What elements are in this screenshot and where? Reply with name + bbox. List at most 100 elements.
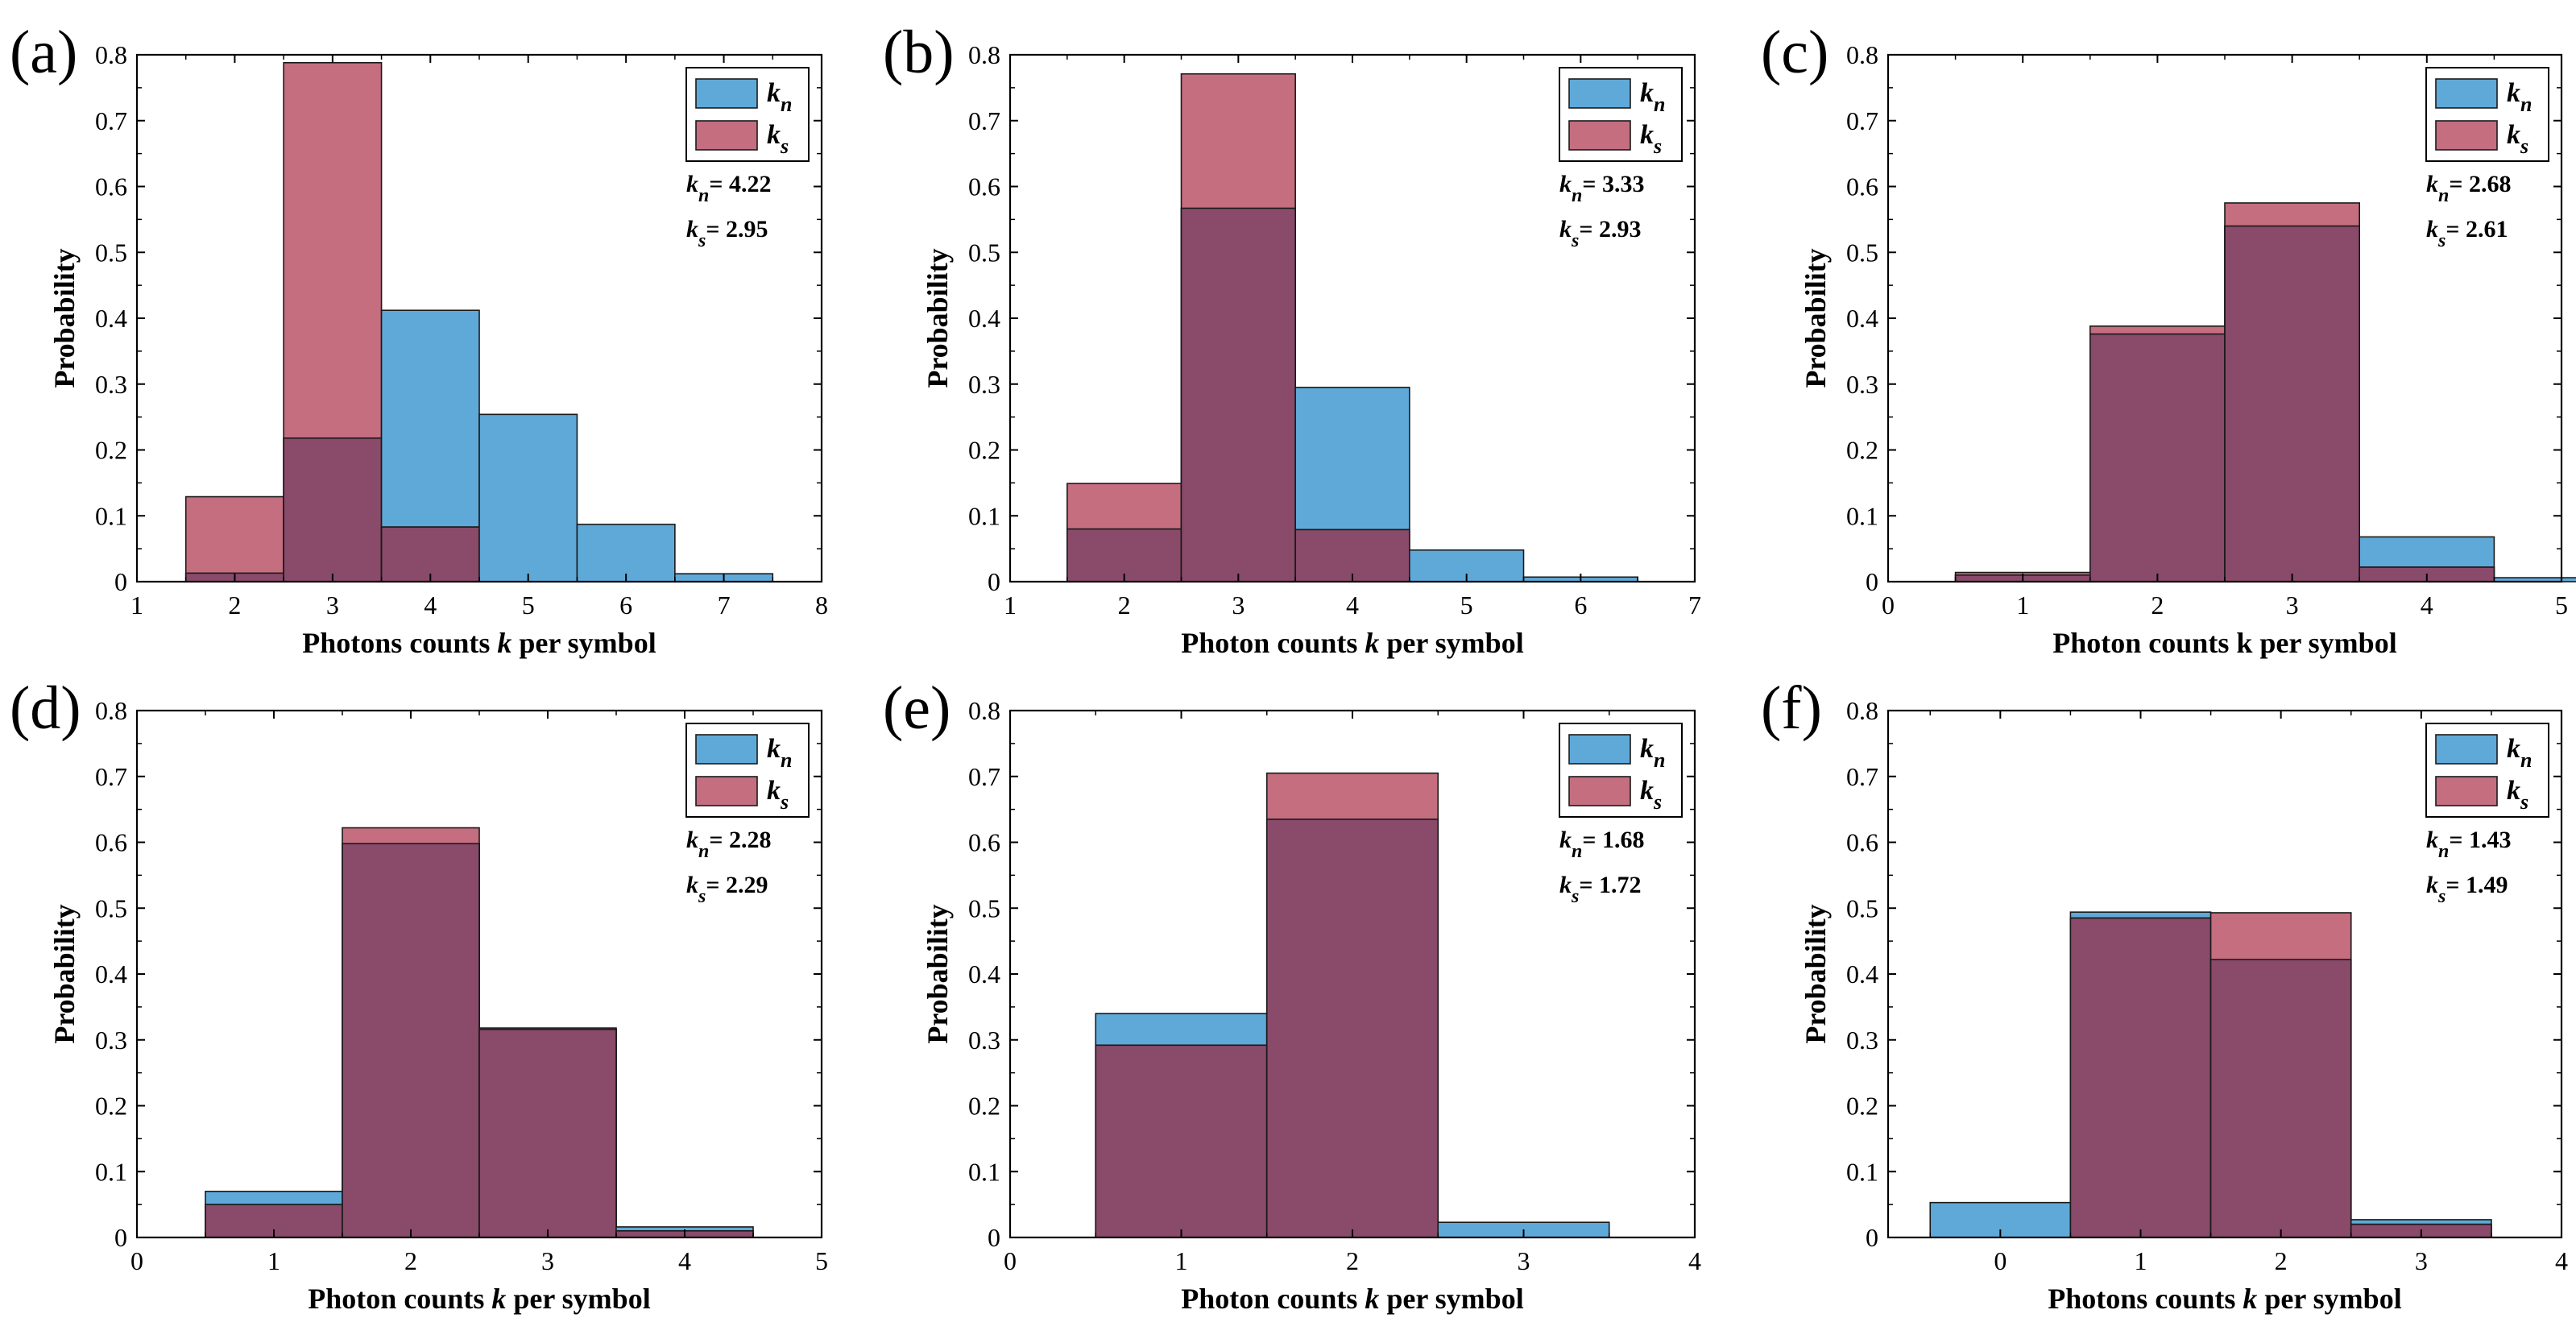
y-tick-label: 0.6 [1846,828,1878,857]
x-tick-label: 5 [1460,591,1473,620]
y-tick-label: 0.3 [1846,1026,1878,1055]
x-tick-label: 7 [1688,591,1701,620]
x-axis-label-part: per symbol [1379,1283,1523,1315]
stat-value: = 2.95 [706,216,768,242]
y-tick-label: 0.4 [95,960,127,989]
x-axis-label-part: per symbol [511,627,656,659]
stat-ks: ks= 2.29 [686,872,768,907]
legend-label-kn: kn [1640,78,1665,116]
stat-subscript: s [2437,230,2446,251]
y-tick-label: 0.6 [968,172,1000,201]
stat-value: = 1.68 [1582,827,1644,853]
stat-subscript: n [1572,841,1582,862]
y-axis-label: Probability [1799,904,1832,1043]
legend-swatch-kn [695,734,758,765]
y-tick-label: 0.5 [95,238,127,267]
stat-symbol: k [686,171,698,197]
legend-label-ks: ks [2507,120,2528,158]
y-tick-label: 0.6 [95,828,127,857]
legend-subscript: s [1653,790,1662,814]
y-tick-label: 0.5 [1846,238,1878,267]
x-axis-label: Photons counts k per symbol [2048,1283,2401,1315]
y-tick-label: 0.1 [968,1157,1000,1186]
bar-overlap [342,843,480,1238]
stat-value: = 2.68 [2449,171,2511,197]
y-tick-label: 0.6 [95,172,127,201]
stat-subscript: s [698,230,706,251]
legend-swatch-ks [2435,120,2498,151]
y-tick-label: 0.7 [95,762,127,791]
legend-symbol: k [767,776,781,806]
stat-kn: kn= 1.43 [2426,827,2511,862]
stat-subscript: n [698,185,709,206]
x-axis-label: Photon counts k per symbol [1181,1283,1523,1315]
stat-kn: kn= 2.68 [2426,171,2511,206]
x-tick-label: 8 [815,591,828,620]
legend-subscript: n [2520,748,2532,772]
x-axis-label-part: per symbol [2257,1283,2401,1315]
x-axis-label-part: per symbol [506,1283,650,1315]
x-tick-label: 1 [2016,591,2029,620]
x-tick-label: 4 [424,591,437,620]
x-axis-label-part: Photon counts k per symbol [2052,627,2396,659]
y-tick-label: 0.7 [95,106,127,135]
bar-kn [576,524,676,582]
panel-tag: (d) [10,674,81,742]
x-tick-label: 4 [1688,1246,1701,1275]
x-axis-label-part: Photons counts [302,627,497,659]
legend-symbol: k [767,120,781,150]
y-tick-label: 0.8 [95,696,127,725]
stat-kn: kn= 1.68 [1559,827,1644,862]
stat-symbol: k [2426,827,2438,853]
legend-label-kn: kn [2507,78,2532,116]
stat-symbol: k [1559,827,1572,853]
y-tick-label: 0.3 [95,370,127,399]
y-tick-label: 0 [988,567,1000,596]
x-tick-label: 2 [2275,1246,2288,1275]
stat-subscript: n [2438,841,2449,862]
stat-value: = 3.33 [1582,171,1644,197]
bar-overlap [380,526,480,582]
x-tick-label: 4 [2421,591,2433,620]
stat-subscript: s [698,886,706,907]
legend-symbol: k [1640,78,1654,108]
legend-subscript: n [2520,93,2532,116]
legend-label-ks: ks [767,776,789,814]
x-tick-label: 1 [2135,1246,2147,1275]
x-tick-label: 2 [1346,1246,1359,1275]
x-tick-label: 3 [1232,591,1245,620]
y-tick-label: 0 [988,1223,1000,1252]
y-axis-label: Probability [921,248,954,388]
stat-subscript: n [698,841,709,862]
legend-subscript: n [781,93,792,116]
y-tick-label: 0.2 [1846,1092,1878,1121]
bar-overlap [2209,959,2352,1238]
y-tick-label: 0 [1866,1223,1878,1252]
x-tick-label: 6 [619,591,632,620]
y-tick-label: 0 [114,1223,127,1252]
y-axis-label: Probability [921,904,954,1043]
x-axis-label-part: k [491,1283,506,1315]
stat-ks: ks= 2.95 [686,216,768,251]
stat-subscript: s [1571,886,1579,907]
panel-tag: (e) [883,674,950,742]
y-tick-label: 0.4 [95,304,127,333]
x-tick-label: 1 [130,591,143,620]
stat-ks: ks= 2.61 [2426,216,2508,251]
legend-swatch-kn [1568,78,1631,109]
y-axis-label: Probability [48,248,81,388]
x-tick-label: 3 [326,591,339,620]
x-tick-label: 2 [404,1246,417,1275]
legend-subscript: n [781,748,792,772]
stat-subscript: s [2437,886,2446,907]
y-tick-label: 0.7 [1846,762,1878,791]
stat-subscript: s [1571,230,1579,251]
y-tick-label: 0.8 [95,40,127,69]
legend-swatch-kn [695,78,758,109]
panel-c: (c) 0 0.1 0.2 0.3 0.4 0.5 0.6 0.7 0.8 0 1 2 3 4 5 Photon… [1761,19,2576,659]
panel-e: (e) 0 0.1 0.2 0.3 0.4 0.5 0.6 0.7 0.8 0 1 2 3 4 Photon … [883,674,1701,1315]
y-tick-label: 0.7 [1846,106,1878,135]
bar-overlap [2069,917,2212,1238]
stat-ks: ks= 1.49 [2426,872,2508,907]
